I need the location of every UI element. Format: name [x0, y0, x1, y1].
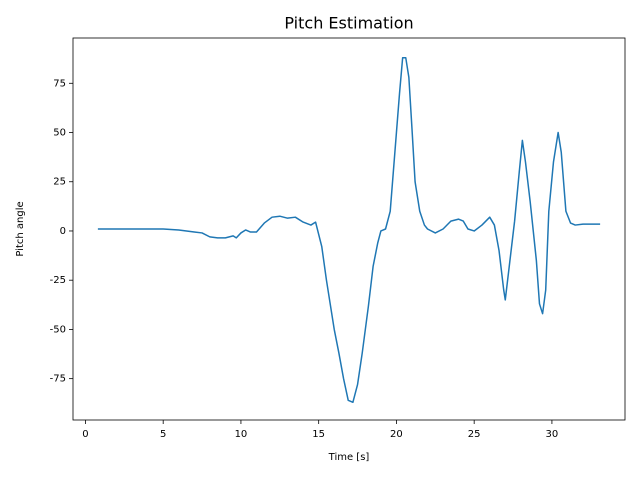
y-tick-label: -75: [50, 374, 66, 385]
plot-frame: [72, 37, 626, 421]
x-tick-label: 25: [468, 429, 481, 440]
x-tick-label: 15: [312, 429, 325, 440]
y-tick-label: 75: [53, 78, 66, 89]
data-line: [97, 56, 601, 404]
y-tick-label: -25: [50, 275, 66, 286]
x-tick-label: 0: [82, 429, 88, 440]
x-tick-label: 5: [160, 429, 166, 440]
y-tick-label: 0: [60, 226, 66, 237]
y-tick-label: 25: [53, 177, 66, 188]
x-tick-label: 30: [546, 429, 559, 440]
y-tick-label: 50: [53, 128, 66, 139]
x-axis-label: Time [s]: [328, 452, 370, 463]
y-tick-label: -50: [50, 324, 66, 335]
x-tick-label: 20: [390, 429, 403, 440]
x-tick-label: 10: [235, 429, 248, 440]
y-axis-label: Pitch angle: [15, 201, 26, 256]
chart-title: Pitch Estimation: [284, 14, 413, 33]
